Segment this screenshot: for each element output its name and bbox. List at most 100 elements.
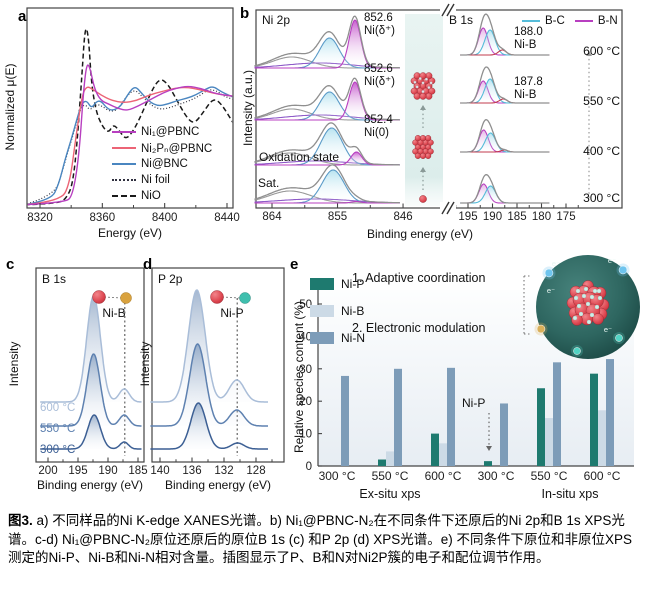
legend-label: NiO	[141, 190, 161, 202]
panel-b-xlabel: Binding energy (eV)	[366, 227, 474, 241]
temperature-label: 300 °C	[583, 191, 620, 205]
bar-ni-n	[606, 359, 614, 466]
xps-curve-fill	[150, 344, 269, 426]
binding-energy-value: 187.8	[514, 76, 543, 88]
xps-component-fill	[254, 92, 401, 120]
axis-tick-label: 8400	[152, 212, 178, 224]
temperature-label: 300 °C	[40, 444, 76, 456]
panel-d-xlabel: Binding energy (eV)	[164, 478, 272, 492]
legend-item-ni-foil: Ni foil	[112, 172, 212, 188]
notes-bracket	[523, 275, 530, 335]
axis-tick-label: 10	[299, 429, 312, 441]
legend-item-b-n: B-N	[574, 13, 618, 29]
legend-label: Ni₂Pₙ@PBNC	[141, 143, 213, 155]
xps-envelope-curve	[460, 119, 550, 153]
panel-e-legend: Ni-P Ni-B Ni-N	[310, 270, 365, 351]
species-label: Ni(δ⁺)	[364, 76, 395, 88]
bar-ni-n	[341, 375, 349, 466]
xps-component-fill	[460, 30, 550, 55]
legend-label: Ni₁@PBNC	[141, 126, 200, 138]
bar-ni-p	[431, 433, 439, 466]
xps-component-fill	[460, 184, 550, 203]
axis-tick-label: 8360	[90, 212, 116, 224]
species-label: Ni-B	[514, 89, 537, 101]
single-ni-atom-icon	[419, 195, 427, 203]
temperature-label: 400 °C	[583, 144, 620, 158]
growth-arrow-icon	[420, 105, 426, 128]
xps-component-curve	[254, 151, 400, 166]
legend-item-ni-bnc: Ni@BNC	[112, 156, 212, 172]
legend-line-swatch	[112, 179, 136, 181]
axis-tick-label: 195	[68, 465, 87, 477]
ni-p-atom-pair-icon	[210, 290, 251, 304]
axis-tick-label: 864	[262, 211, 282, 223]
caption-prefix: 图3.	[8, 513, 33, 528]
xps-component-fill	[254, 152, 401, 165]
axis-tick-label: 190	[98, 465, 117, 477]
legend-label: B-N	[597, 15, 618, 27]
panel-b-plot: 864 855 846 195 190 185 180 175	[254, 3, 623, 223]
ni-p-bond-label: Ni-P	[220, 306, 244, 320]
b1s-annotation-550: 187.8 Ni-B	[514, 76, 543, 102]
panel-e-letter: e	[290, 256, 299, 273]
panel-d-letter: d	[143, 256, 153, 273]
bar-ni-n	[553, 362, 561, 466]
axis-tick-label: 20	[299, 396, 312, 408]
legend-line-swatch	[112, 147, 136, 149]
axis-tick-label: 550 °C	[372, 469, 409, 483]
xps-curve	[40, 353, 142, 427]
in-situ-section-label: In-situ xps	[541, 487, 599, 501]
bar-ni-b	[439, 443, 447, 466]
species-label: Ni-B	[514, 39, 537, 51]
panel-d-title: P 2p	[158, 272, 183, 286]
axis-tick-label: 180	[532, 211, 551, 223]
ni-p-annotation-arrow	[486, 413, 492, 451]
xps-curve	[150, 402, 268, 450]
legend-item-ni-pbnc: Ni₁@PBNC	[112, 124, 212, 140]
axis-tick-label: 30	[299, 364, 312, 376]
axis-tick-label: 190	[483, 211, 502, 223]
legend-color-swatch	[310, 277, 334, 290]
panel-c-xlabel: Binding energy (eV)	[36, 478, 144, 492]
xps-curve	[40, 414, 142, 450]
legend-line-swatch	[112, 131, 136, 133]
axis-tick-label: 185	[507, 211, 526, 223]
legend-item-ni-p: Ni-P	[310, 270, 365, 297]
axis-tick-label: 550 °C	[531, 469, 568, 483]
xps-curve-fill	[40, 354, 143, 426]
electron-label: e⁻	[547, 286, 555, 295]
legend-item-nio: NiO	[112, 188, 212, 204]
ni2p-annotation-400: 852.4 Ni(0)	[364, 114, 393, 140]
axis-tick-label: 136	[182, 465, 201, 477]
xps-component-curve	[460, 129, 550, 153]
panel-c-letter: c	[6, 256, 15, 273]
ni-p-bar-annotation: Ni-P	[462, 396, 486, 410]
ni2p-annotation-600: 852.6 Ni(δ⁺)	[364, 12, 395, 38]
panel-b-ylabel: Intensity (a.u.)	[241, 69, 255, 147]
legend-line-swatch	[574, 20, 593, 22]
xps-component-curve	[254, 200, 400, 204]
species-label: Ni(δ⁺)	[364, 25, 395, 37]
panel-b-title-ni2p: Ni 2p	[262, 13, 291, 27]
ex-situ-section-label: Ex-situ xps	[359, 487, 421, 501]
bar-ni-p	[378, 459, 386, 466]
axis-tick-label: 600 °C	[425, 469, 462, 483]
ni-b-atom-pair-icon	[92, 290, 132, 304]
ni2p-annotation-550: 852.6 Ni(δ⁺)	[364, 63, 395, 89]
axis-tick-label: 300 °C	[319, 469, 356, 483]
note-electronic-modulation: 2. Electronic modulation	[352, 321, 486, 335]
panel-d-ylabel: Intensity	[138, 341, 152, 387]
xps-curve-fill	[150, 403, 269, 449]
xps-curve	[150, 343, 268, 427]
satellite-label: Sat.	[258, 176, 280, 190]
xps-component-fill	[254, 38, 401, 68]
binding-energy-value: 852.6	[364, 12, 393, 24]
growth-arrow-icon	[420, 167, 426, 190]
bar-ni-b	[598, 410, 606, 466]
xps-curve-fill	[40, 415, 143, 449]
xanes-curve	[27, 86, 233, 206]
nanoparticle-inset-illustration: e⁻ e⁻ e⁻ e⁻	[534, 255, 640, 359]
xps-envelope-curve	[460, 66, 550, 104]
legend-label: Ni@BNC	[141, 158, 188, 170]
